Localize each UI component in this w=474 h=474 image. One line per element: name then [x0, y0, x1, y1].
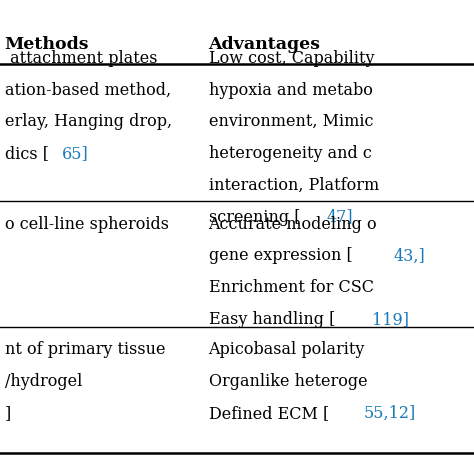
Text: Enrichment for CSC: Enrichment for CSC — [209, 279, 374, 296]
Text: 47]: 47] — [327, 209, 353, 226]
Text: 65]: 65] — [62, 145, 88, 162]
Text: heterogeneity and c: heterogeneity and c — [209, 145, 372, 162]
Text: ation-based method,: ation-based method, — [5, 82, 171, 99]
Text: dics [: dics [ — [5, 145, 49, 162]
Text: ]: ] — [5, 405, 11, 422]
Text: Apicobasal polarity: Apicobasal polarity — [209, 341, 365, 358]
Text: Methods: Methods — [5, 36, 89, 53]
Text: Low cost, Capability: Low cost, Capability — [209, 50, 374, 67]
Text: Easy handling [: Easy handling [ — [209, 311, 335, 328]
Text: nt of primary tissue: nt of primary tissue — [5, 341, 165, 358]
Text: Defined ECM [: Defined ECM [ — [209, 405, 329, 422]
Text: interaction, Platform: interaction, Platform — [209, 177, 379, 194]
Text: hypoxia and metabo: hypoxia and metabo — [209, 82, 373, 99]
Text: screening [: screening [ — [209, 209, 300, 226]
Text: Organlike heteroge: Organlike heteroge — [209, 373, 367, 390]
Text: 55,12]: 55,12] — [364, 405, 416, 422]
Text: attachment plates: attachment plates — [5, 50, 157, 67]
Text: environment, Mimic: environment, Mimic — [209, 113, 373, 130]
Text: /hydrogel: /hydrogel — [5, 373, 82, 390]
Text: Advantages: Advantages — [209, 36, 320, 53]
Text: erlay, Hanging drop,: erlay, Hanging drop, — [5, 113, 172, 130]
Text: gene expression [: gene expression [ — [209, 247, 352, 264]
Text: Accurate modeling o: Accurate modeling o — [209, 216, 377, 233]
Text: 119]: 119] — [372, 311, 409, 328]
Text: o cell-line spheroids: o cell-line spheroids — [5, 216, 169, 233]
Text: 43,]: 43,] — [394, 247, 426, 264]
